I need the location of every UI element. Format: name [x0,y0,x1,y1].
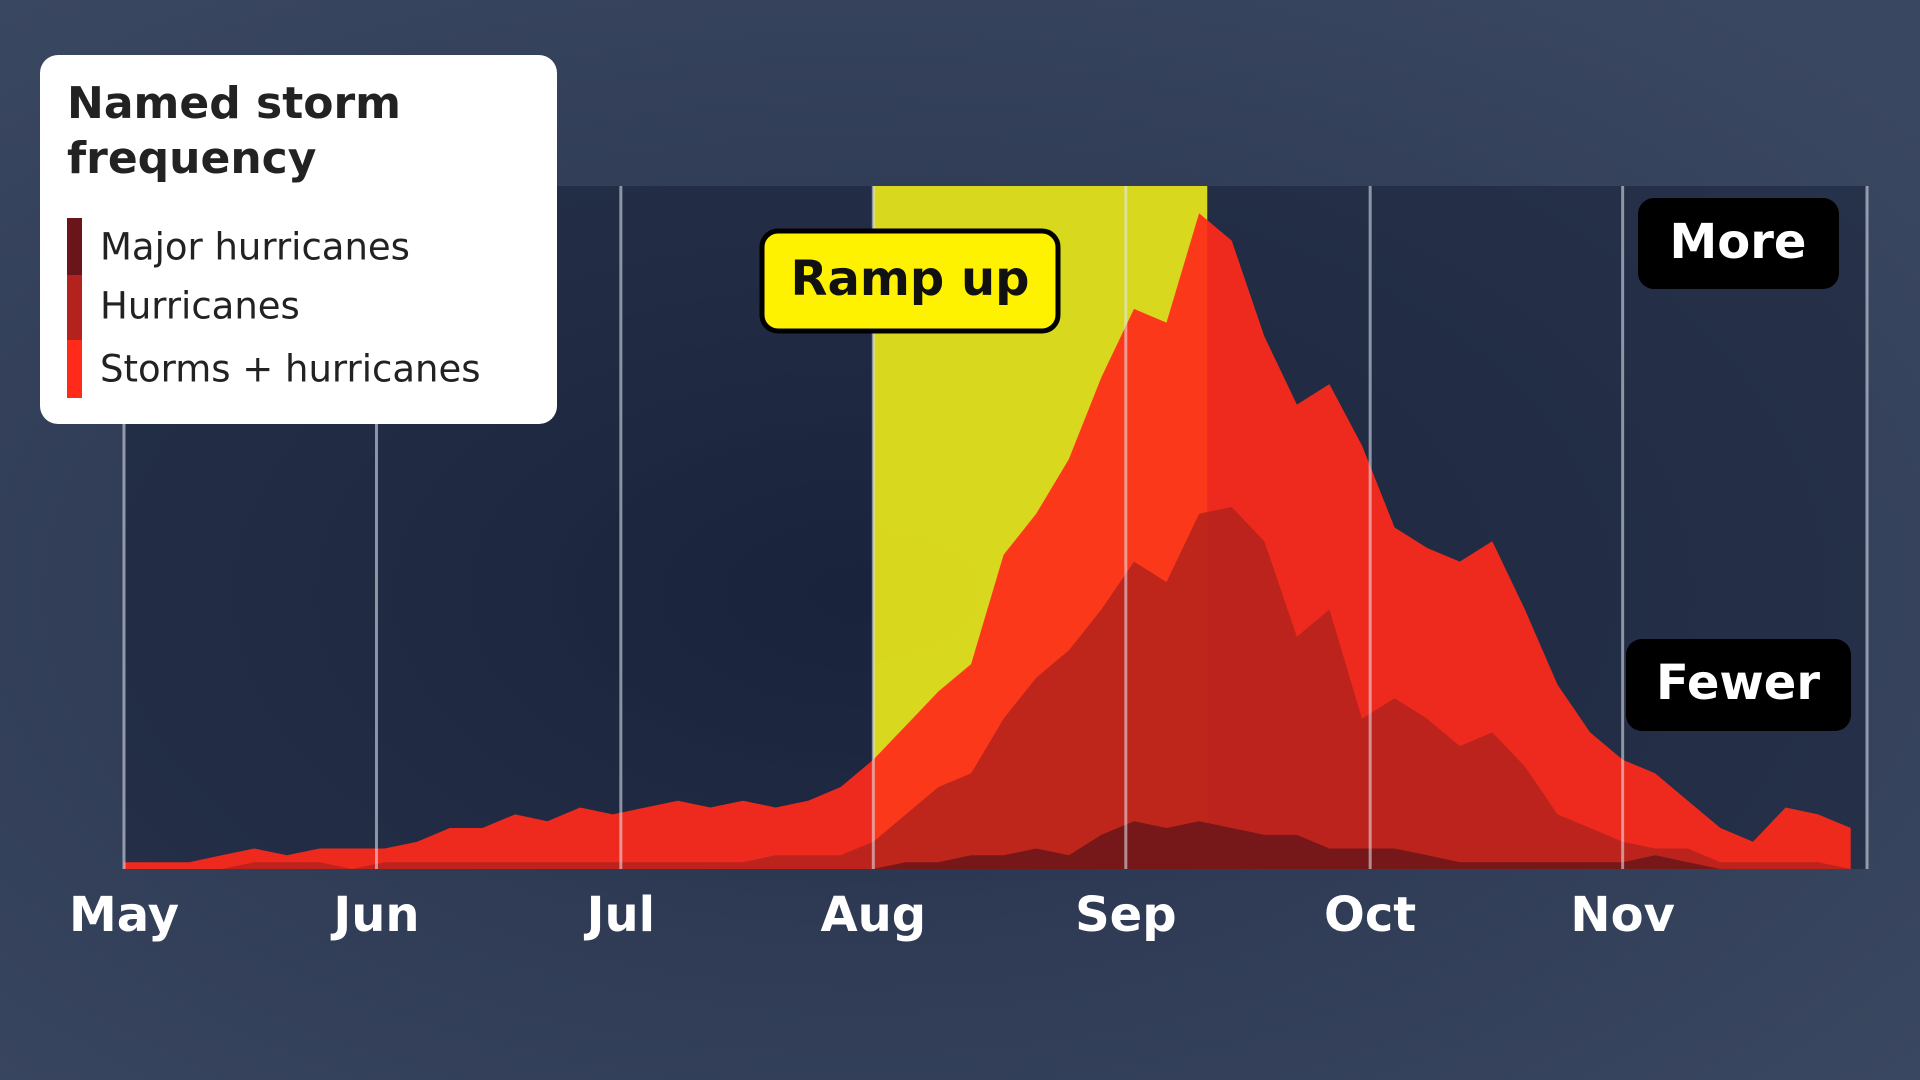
x-tick-label: Jun [330,887,419,943]
highlight-callout: Ramp up [759,228,1061,334]
legend-swatch [67,218,82,275]
legend-items: Major hurricanes Hurricanes Storms + hurri… [67,218,481,398]
annotation-box [1638,198,1839,289]
legend: Named storm frequency Major hurricanes Hur… [40,55,557,424]
x-tick-label: Nov [1570,887,1674,943]
annotation-box [1626,639,1851,731]
annotation-more: More [1638,198,1839,289]
x-tick-label: Sep [1075,887,1176,943]
callout-box [759,228,1061,334]
legend-label: Hurricanes [100,285,300,328]
area [124,821,1851,869]
annotation-label: Fewer [1656,655,1820,711]
legend-label: Storms + hurricanes [100,348,481,391]
callout-label: Ramp up [791,251,1030,307]
legend-title: Named storm frequency [67,78,401,184]
annotation-fewer: Fewer [1626,639,1851,731]
legend-label: Major hurricanes [100,226,410,269]
legend-box [40,55,557,424]
x-tick-label: Aug [820,887,926,943]
x-tick-label: Oct [1324,887,1416,943]
annotation-label: More [1670,214,1807,270]
area [124,507,1851,869]
area [124,213,1851,870]
legend-swatch [67,275,82,340]
x-tick-label: Jul [584,887,655,943]
x-axis: May Jun Jul Aug Sep Oct Nov [69,186,1869,943]
x-tick-label: May [69,887,179,943]
legend-swatch [67,340,82,398]
